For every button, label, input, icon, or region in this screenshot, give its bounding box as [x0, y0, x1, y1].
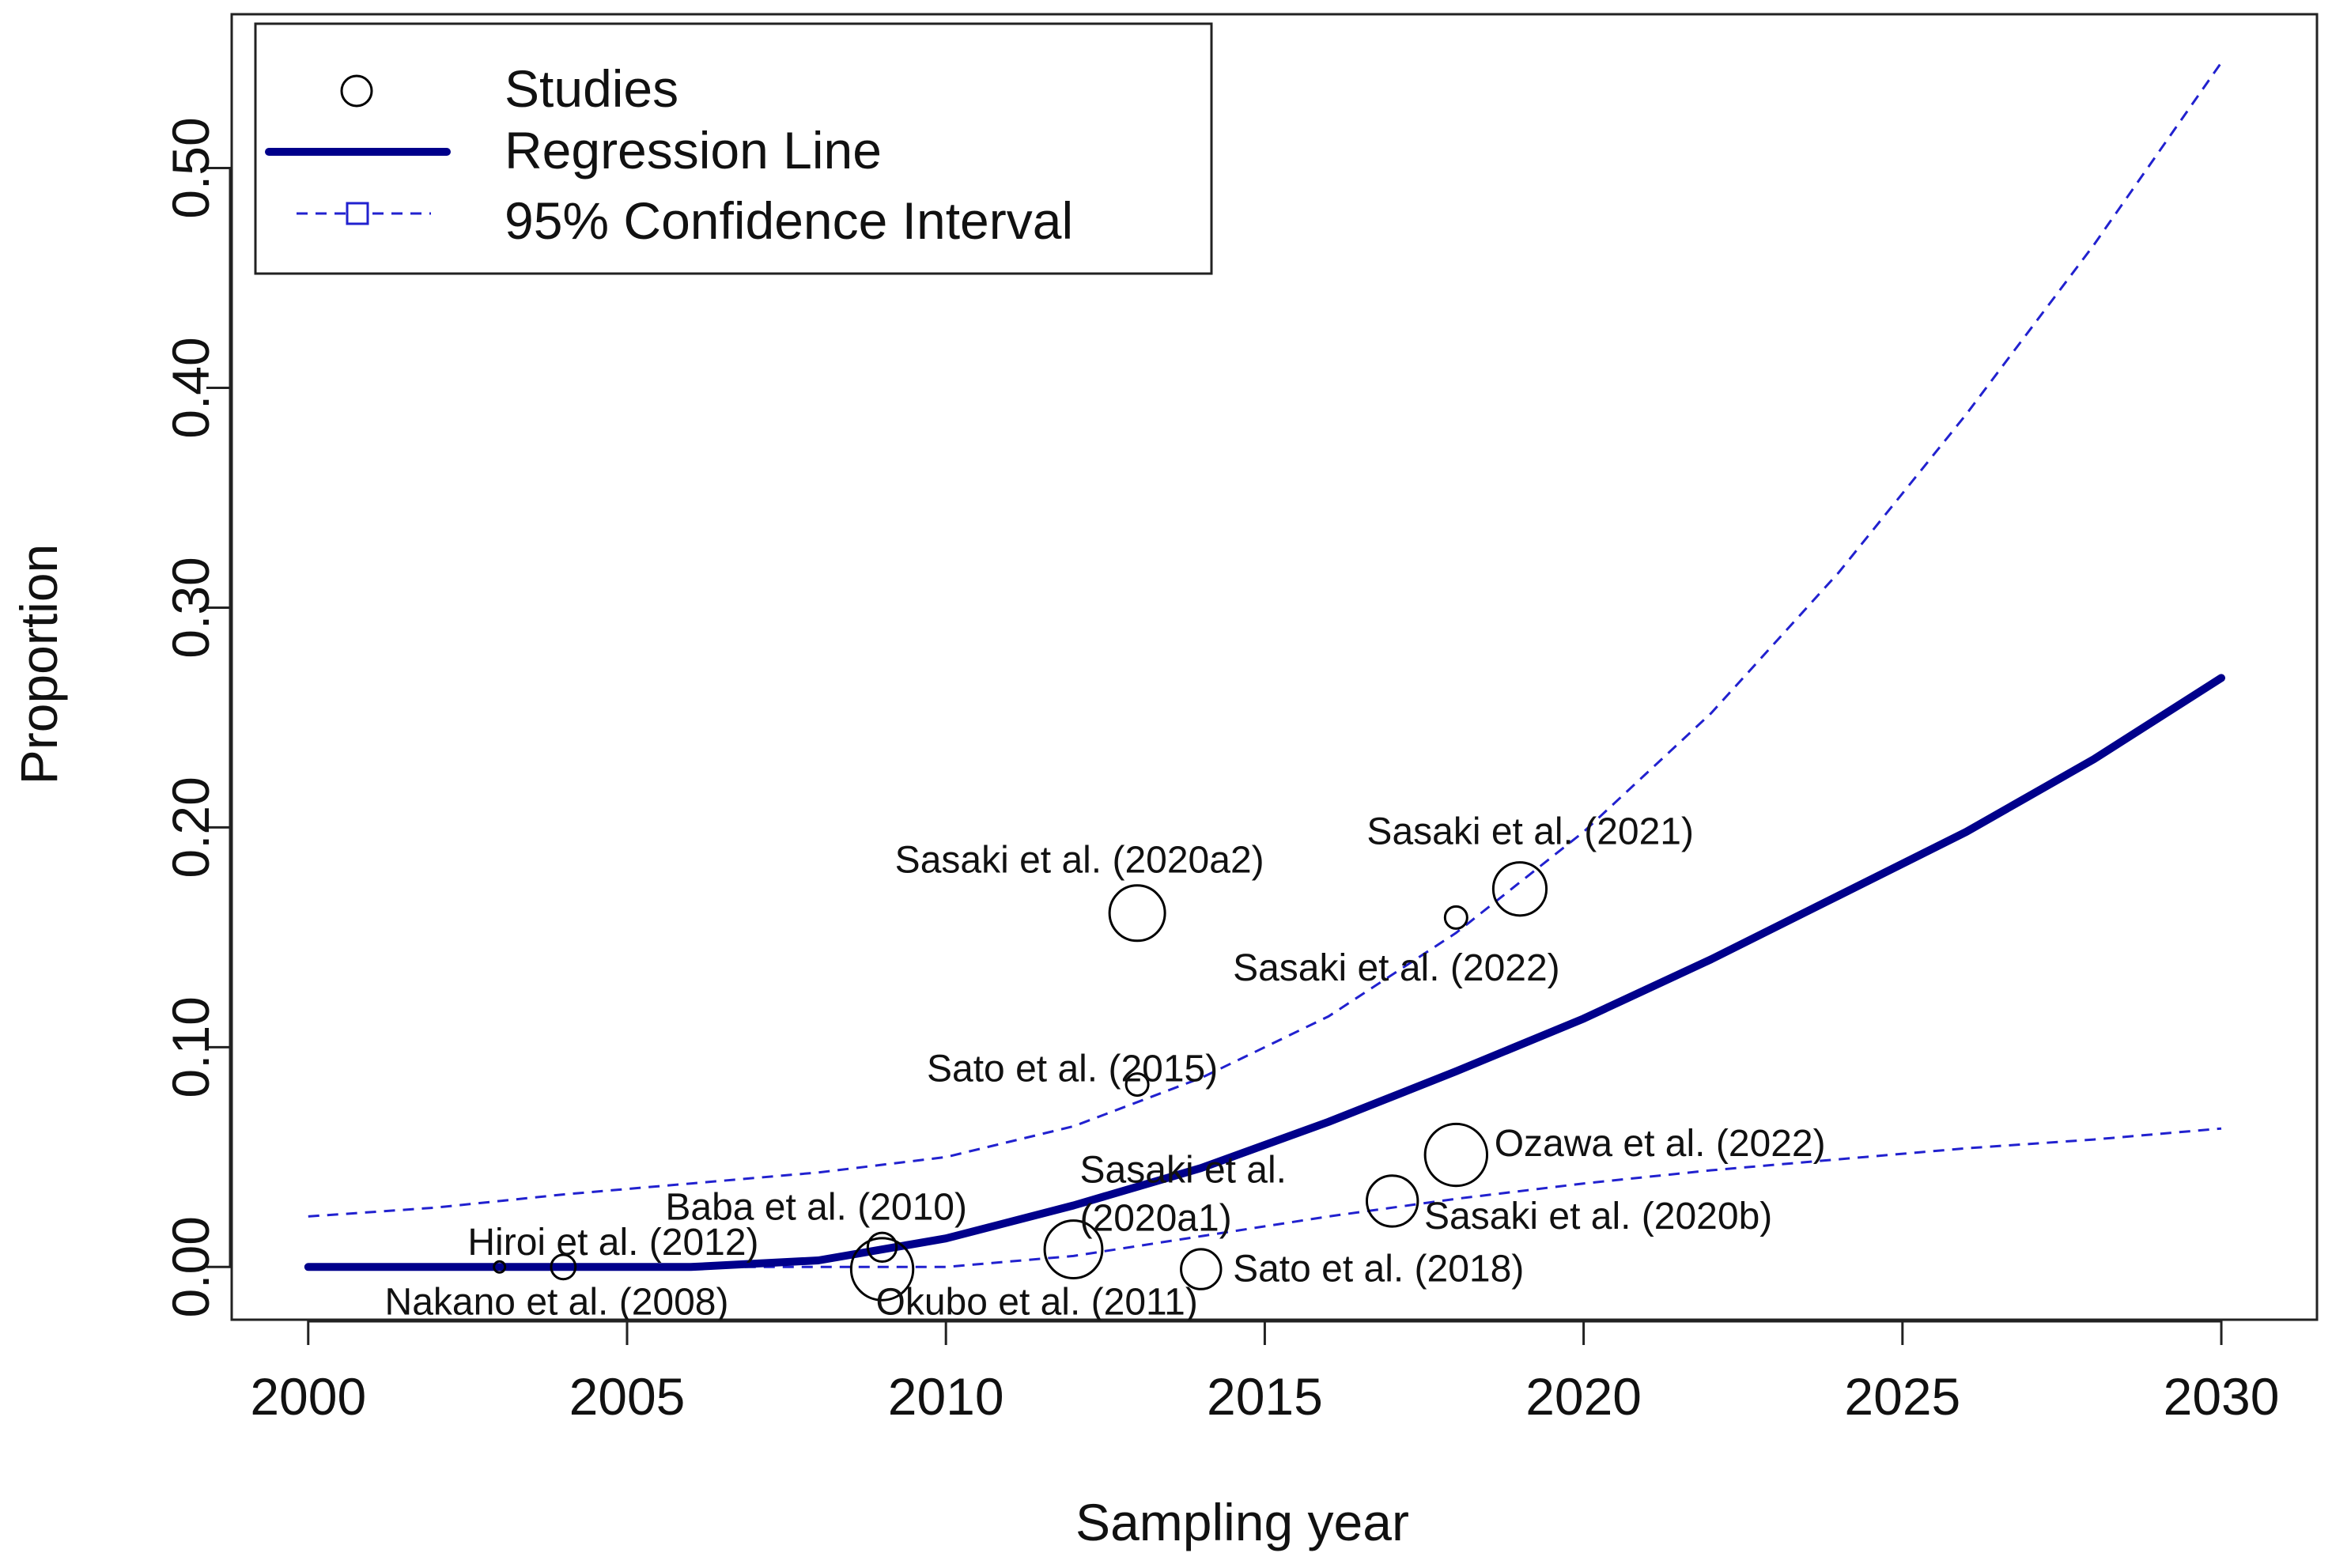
legend-ci-symbol-square	[346, 202, 369, 225]
study-point	[866, 1231, 898, 1263]
study-point	[493, 1260, 507, 1274]
study-point	[1180, 1248, 1223, 1290]
plot-frame	[230, 13, 2319, 1321]
y-axis-title: Proportion	[9, 544, 68, 785]
ci-lower-line	[308, 1127, 2222, 1268]
study-point	[550, 1253, 577, 1281]
study-point	[849, 1237, 915, 1302]
y-tick-label: 0.10	[161, 996, 220, 1098]
study-point	[1491, 861, 1548, 917]
x-tick-label: 2015	[1207, 1367, 1323, 1426]
study-label: Okubo et al. (2011)	[875, 1281, 1197, 1323]
study-label: Sasaki et al.	[1080, 1149, 1287, 1191]
legend: Studies Regression Line 95% Confidence I…	[254, 22, 1213, 275]
study-point	[1365, 1174, 1419, 1228]
legend-studies-symbol	[340, 74, 373, 108]
study-label: Sasaki et al. (2021)	[1366, 810, 1694, 852]
x-axis-title: Sampling year	[1075, 1493, 1409, 1551]
x-tick-label: 2020	[1525, 1367, 1642, 1426]
study-label: (2020a1)	[1080, 1198, 1232, 1240]
study-points-layer	[493, 861, 1548, 1302]
study-label: Nakano et al. (2008)	[385, 1281, 729, 1323]
y-tick-label: 0.30	[161, 557, 220, 658]
regression-layer	[304, 674, 2225, 1271]
study-point	[1443, 905, 1468, 930]
regression-line	[304, 674, 2225, 1271]
x-tick-label: 2030	[2164, 1367, 2280, 1426]
y-axis: 0.00 0.10 0.20 0.30 0.40 0.50	[161, 117, 232, 1318]
study-labels-layer: Nakano et al. (2008) Hiroi et al. (2012)B…	[385, 810, 1826, 1323]
y-tick-label: 0.00	[161, 1216, 220, 1317]
study-label: Sasaki et al. (2020a2)	[895, 840, 1264, 882]
study-label: Baba et al. (2010)	[665, 1187, 967, 1229]
x-tick-label: 2005	[569, 1367, 686, 1426]
study-point	[1124, 1072, 1150, 1098]
study-point	[1423, 1122, 1489, 1188]
study-label: Sato et al. (2015)	[927, 1048, 1218, 1090]
x-tick-label: 2000	[250, 1367, 366, 1426]
study-label: Ozawa et al. (2022)	[1495, 1123, 1826, 1165]
study-point	[1108, 884, 1166, 943]
study-label: Hiroi et al. (2012)	[467, 1222, 758, 1264]
x-axis: 2000 2005 2010 2015 2020 2025 2030	[250, 1320, 2279, 1426]
y-tick-label: 0.20	[161, 776, 220, 878]
x-tick-label: 2010	[888, 1367, 1004, 1426]
study-label: Sato et al. (2018)	[1233, 1249, 1524, 1290]
x-tick-label: 2025	[1844, 1367, 1960, 1426]
y-tick-label: 0.40	[161, 337, 220, 438]
ci-upper-line	[308, 62, 2223, 1218]
legend-regression-label: Regression Line	[505, 121, 882, 179]
legend-ci-label: 95% Confidence Interval	[505, 191, 1073, 250]
study-label: Sasaki et al. (2022)	[1233, 947, 1560, 989]
y-tick-label: 0.50	[161, 117, 220, 218]
confidence-interval-layer	[308, 62, 2223, 1268]
study-label: Sasaki et al. (2020b)	[1424, 1196, 1772, 1237]
legend-studies-label: Studies	[505, 59, 678, 118]
study-point	[1043, 1219, 1104, 1279]
